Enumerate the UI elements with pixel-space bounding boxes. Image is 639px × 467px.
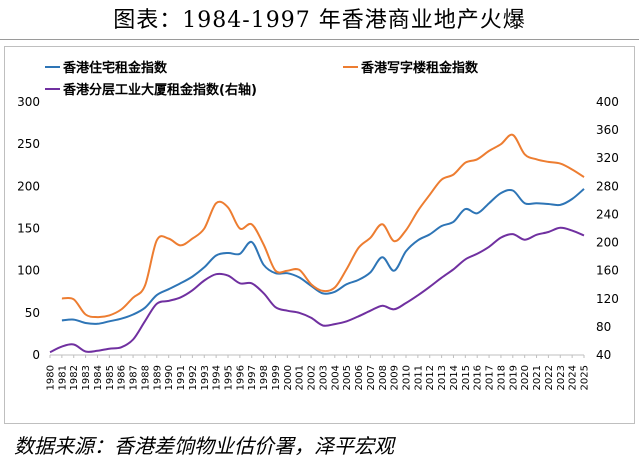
x-tick-label: 1986 (117, 365, 128, 390)
x-tick-label: 2020 (520, 365, 531, 390)
x-tick-label: 1981 (57, 365, 68, 390)
x-tick-label: 2006 (354, 365, 365, 390)
x-tick-label: 1985 (105, 365, 116, 390)
x-tick-label: 2024 (568, 365, 579, 390)
x-tick-label: 2011 (413, 365, 424, 390)
x-tick-label: 2001 (295, 365, 306, 390)
x-tick-label: 2010 (402, 365, 413, 390)
y-left-tick-label: 0 (32, 348, 40, 362)
x-tick-label: 1989 (152, 365, 163, 390)
y-right-tick-label: 360 (596, 123, 619, 137)
x-tick-label: 2025 (580, 365, 591, 390)
x-tick-label: 2007 (366, 365, 377, 390)
series-line (61, 188, 585, 325)
x-tick-label: 2019 (508, 365, 519, 390)
y-right-tick-label: 240 (596, 207, 619, 221)
y-right-tick-label: 320 (596, 151, 619, 165)
x-tick-label: 1990 (164, 365, 175, 390)
x-tick-label: 2023 (556, 365, 567, 390)
x-tick-label: 2004 (330, 365, 341, 390)
x-tick-label: 2021 (532, 365, 543, 390)
x-tick-label: 2017 (485, 365, 496, 390)
y-right-tick-label: 200 (596, 236, 619, 250)
title-divider (0, 39, 639, 40)
x-tick-label: 1982 (69, 365, 80, 390)
x-tick-label: 1988 (140, 365, 151, 390)
y-left-tick-label: 150 (17, 222, 40, 236)
x-tick-label: 2022 (544, 365, 555, 390)
x-tick-label: 2015 (461, 365, 472, 390)
x-tick-label: 1991 (176, 365, 187, 390)
x-tick-label: 2012 (425, 365, 436, 390)
y-left-tick-label: 300 (17, 95, 40, 109)
y-right-tick-label: 160 (596, 264, 619, 278)
series-line (49, 226, 585, 354)
x-tick-label: 1998 (259, 365, 270, 390)
chart-frame (4, 46, 635, 424)
y-right-tick-label: 400 (596, 95, 619, 109)
y-right-tick-label: 40 (596, 348, 611, 362)
x-tick-label: 1993 (200, 365, 211, 390)
x-tick-label: 2008 (378, 365, 389, 390)
x-tick-label: 2002 (307, 365, 318, 390)
y-right-tick-label: 80 (596, 320, 611, 334)
x-tick-label: 1987 (129, 365, 140, 390)
x-tick-label: 2013 (437, 365, 448, 390)
x-tick-label: 2005 (342, 365, 353, 390)
legend-label-industrial: 香港分层工业大厦租金指数(右轴) (62, 82, 257, 98)
x-tick-label: 2016 (473, 365, 484, 390)
y-right-tick-label: 120 (596, 292, 619, 306)
x-tick-label: 1995 (224, 365, 235, 390)
x-tick-label: 2009 (390, 365, 401, 390)
x-tick-label: 2000 (283, 365, 294, 390)
series-line (61, 133, 585, 319)
y-left-tick-label: 250 (17, 137, 40, 151)
y-left-tick-label: 200 (17, 179, 40, 193)
x-tick-label: 2018 (496, 365, 507, 390)
x-tick-label: 1999 (271, 365, 282, 390)
x-tick-label: 2014 (449, 365, 460, 390)
chart-title: 图表：1984-1997 年香港商业地产火爆 (113, 8, 526, 33)
x-tick-label: 1992 (188, 365, 199, 390)
x-tick-label: 1984 (93, 365, 104, 390)
source-note: 数据来源：香港差饷物业估价署，泽平宏观 (14, 434, 394, 458)
x-tick-label: 2003 (318, 365, 329, 390)
y-left-tick-label: 100 (17, 264, 40, 278)
x-tick-label: 1980 (46, 365, 57, 390)
x-tick-label: 1997 (247, 365, 258, 390)
series-lines (49, 133, 585, 354)
x-tick-label: 1983 (81, 365, 92, 390)
legend-label-residential: 香港住宅租金指数 (62, 60, 168, 76)
axes: 0 50 100 150 200 250 300 40 80 120 160 200 240 280 320… (17, 95, 619, 390)
legend: 香港住宅租金指数 香港写字楼租金指数 香港分层工业大厦租金指数(右轴) (45, 60, 479, 98)
y-right-tick-label: 280 (596, 179, 619, 193)
x-tick-label: 1994 (212, 365, 223, 390)
legend-label-office: 香港写字楼租金指数 (360, 60, 479, 76)
x-tick-label: 1996 (235, 365, 246, 390)
y-left-tick-label: 50 (25, 306, 40, 320)
